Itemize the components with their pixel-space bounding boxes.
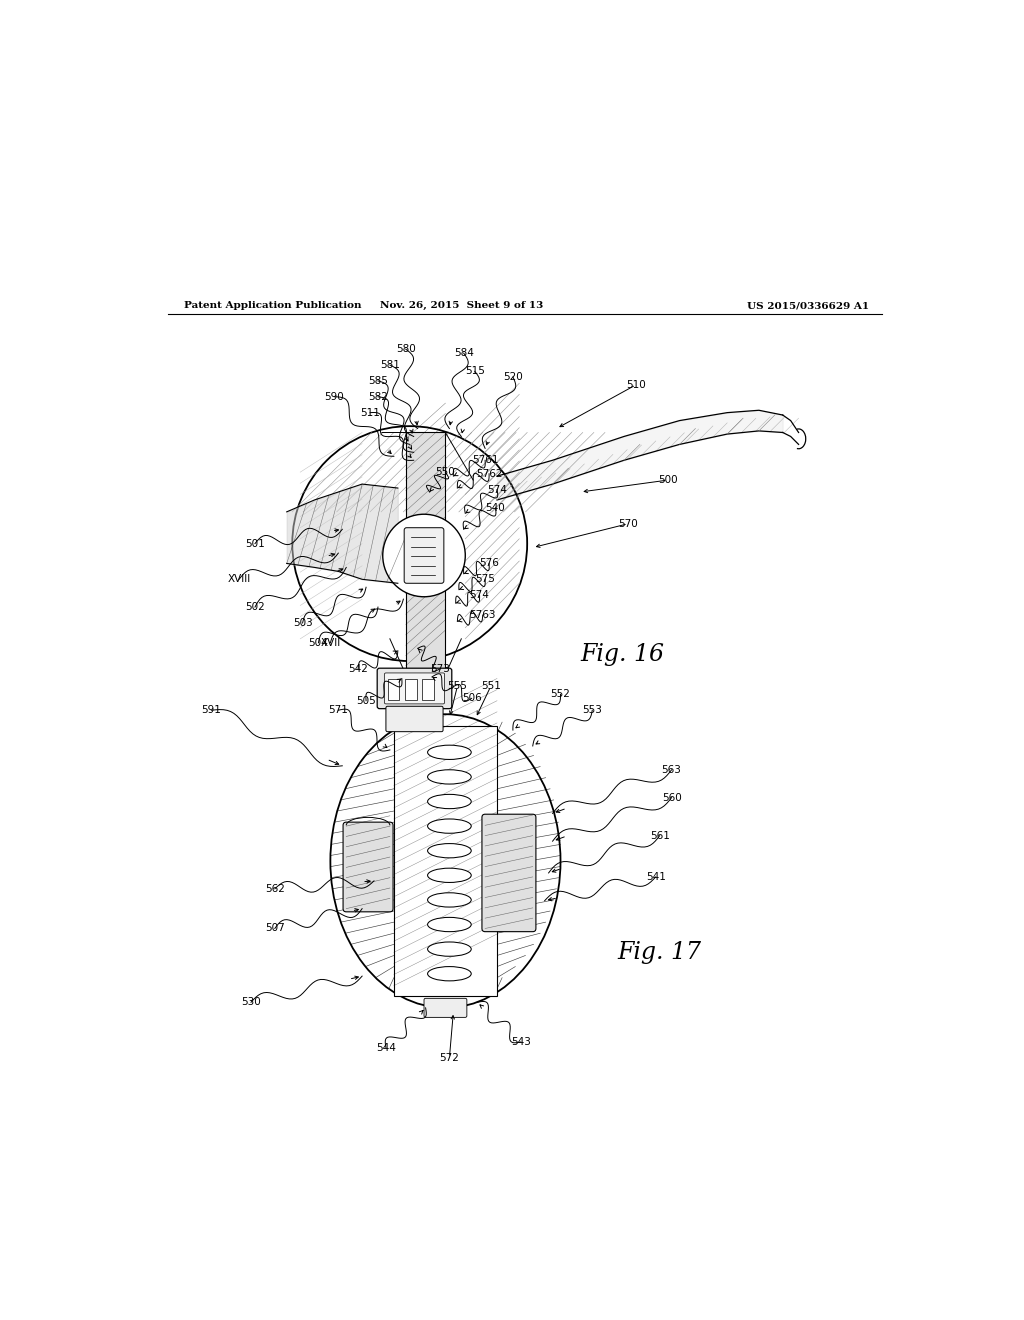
Text: 506: 506 — [462, 693, 481, 704]
Text: US 2015/0336629 A1: US 2015/0336629 A1 — [748, 301, 869, 310]
Text: 501: 501 — [245, 539, 265, 549]
Text: 550: 550 — [435, 467, 456, 477]
Text: 500: 500 — [657, 475, 678, 486]
Text: XVII: XVII — [321, 638, 341, 648]
FancyBboxPatch shape — [386, 706, 443, 731]
Text: 540: 540 — [485, 503, 505, 513]
Text: XVIII: XVIII — [227, 574, 251, 585]
Text: 576: 576 — [479, 558, 499, 569]
Ellipse shape — [331, 714, 560, 1008]
FancyBboxPatch shape — [404, 528, 443, 583]
Text: 575: 575 — [475, 574, 495, 585]
Text: 515: 515 — [465, 367, 484, 376]
Text: 510: 510 — [626, 380, 646, 389]
Text: 503: 503 — [293, 618, 312, 628]
Bar — [387, 678, 399, 700]
Text: 555: 555 — [447, 681, 467, 692]
Text: 560: 560 — [662, 792, 682, 803]
Text: 570: 570 — [618, 519, 638, 529]
Text: Nov. 26, 2015  Sheet 9 of 13: Nov. 26, 2015 Sheet 9 of 13 — [380, 301, 543, 310]
FancyBboxPatch shape — [343, 822, 393, 912]
Ellipse shape — [428, 818, 471, 833]
Bar — [423, 678, 434, 700]
Ellipse shape — [428, 770, 471, 784]
Text: 580: 580 — [396, 345, 416, 354]
Text: 552: 552 — [551, 689, 570, 700]
Text: 574: 574 — [487, 484, 507, 495]
Text: 562: 562 — [265, 884, 285, 894]
Ellipse shape — [428, 869, 471, 883]
Bar — [404, 678, 417, 700]
Circle shape — [292, 426, 527, 661]
Text: 591: 591 — [202, 705, 221, 715]
Text: 542: 542 — [348, 664, 368, 675]
FancyBboxPatch shape — [424, 998, 467, 1018]
Ellipse shape — [428, 942, 471, 956]
Text: 5763: 5763 — [469, 610, 496, 620]
Text: 530: 530 — [241, 998, 261, 1007]
Ellipse shape — [428, 746, 471, 759]
Text: 511: 511 — [360, 408, 380, 417]
Circle shape — [383, 515, 465, 597]
Text: 563: 563 — [662, 764, 682, 775]
Text: 551: 551 — [480, 681, 501, 692]
Text: 541: 541 — [646, 873, 666, 882]
Polygon shape — [406, 433, 445, 675]
Text: 5762: 5762 — [476, 469, 503, 479]
Text: 582: 582 — [368, 392, 388, 401]
Text: 581: 581 — [380, 360, 399, 370]
FancyBboxPatch shape — [384, 673, 444, 704]
Text: 572: 572 — [439, 1053, 460, 1063]
Ellipse shape — [428, 795, 471, 809]
Text: Patent Application Publication: Patent Application Publication — [183, 301, 361, 310]
FancyBboxPatch shape — [482, 814, 536, 932]
Ellipse shape — [428, 843, 471, 858]
Text: 553: 553 — [583, 705, 602, 715]
Text: 585: 585 — [368, 376, 388, 385]
Text: 520: 520 — [503, 372, 523, 381]
Text: 573: 573 — [430, 664, 450, 675]
Text: 584: 584 — [454, 348, 474, 358]
Bar — [394, 726, 497, 997]
Text: 544: 544 — [376, 1043, 396, 1052]
FancyBboxPatch shape — [377, 668, 452, 709]
Text: 574: 574 — [470, 590, 489, 601]
Text: 502: 502 — [245, 602, 265, 612]
Text: 507: 507 — [265, 924, 285, 933]
Text: 505: 505 — [356, 696, 376, 706]
Text: 590: 590 — [325, 392, 344, 401]
Text: 504: 504 — [308, 638, 329, 648]
Text: Fig. 17: Fig. 17 — [617, 941, 701, 964]
Text: Fig. 16: Fig. 16 — [581, 643, 665, 667]
Ellipse shape — [428, 892, 471, 907]
Text: 5761: 5761 — [472, 455, 499, 465]
Ellipse shape — [428, 917, 471, 932]
Text: 543: 543 — [511, 1038, 530, 1047]
Text: 571: 571 — [329, 705, 348, 715]
Ellipse shape — [428, 966, 471, 981]
Text: 561: 561 — [650, 830, 670, 841]
